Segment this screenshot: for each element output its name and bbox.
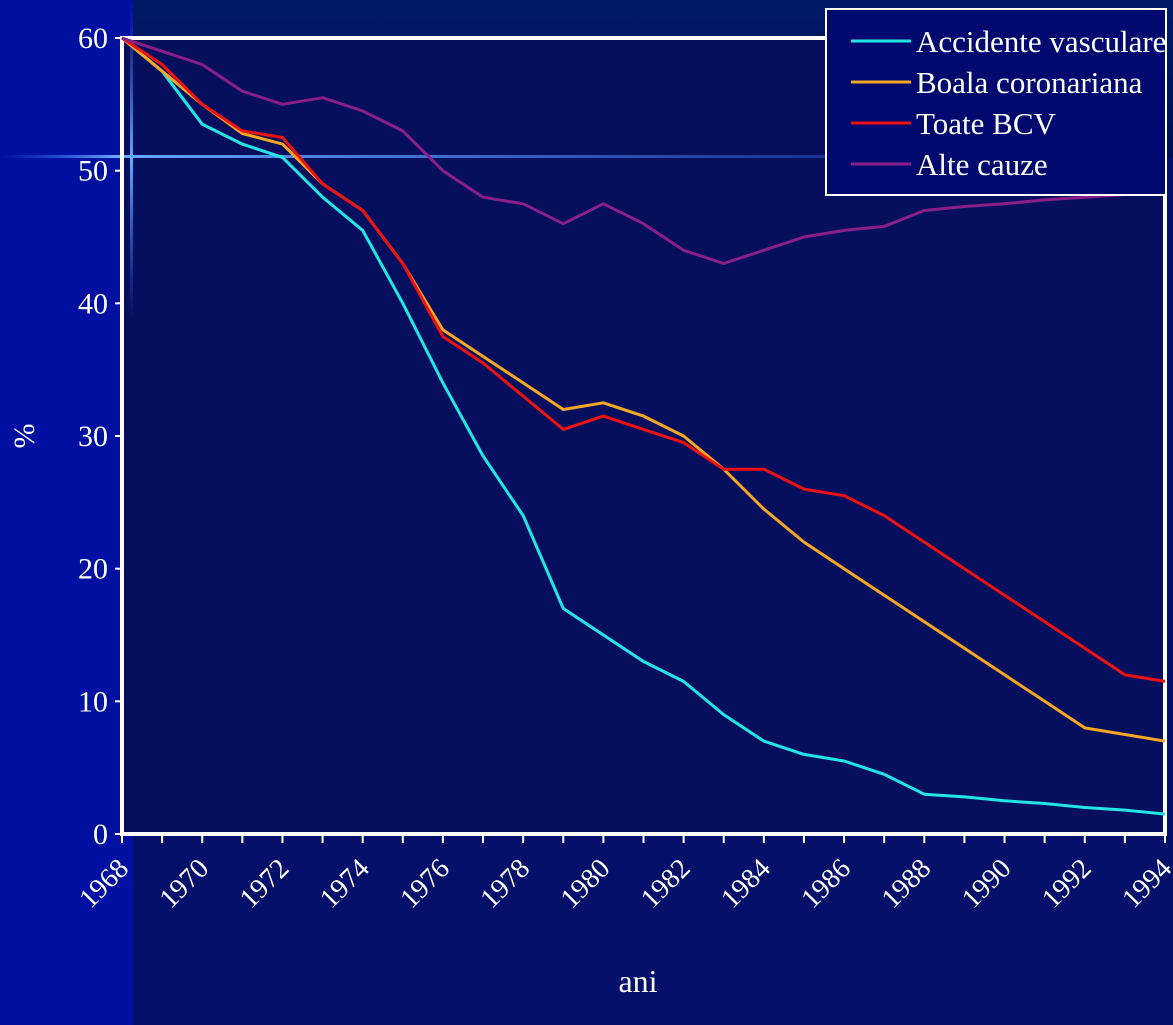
y-tick-label-0: 0 (93, 818, 108, 851)
legend: Accidente vasculare Boala coronariana To… (825, 8, 1167, 196)
x-axis-title: ani (618, 963, 657, 999)
series-line-toate-bcv (121, 36, 1166, 683)
series-line-boala-coronariana (121, 36, 1166, 743)
legend-label-alte-cauze: Alte cauze (916, 147, 1048, 182)
series-line-alte-cauze (121, 36, 1166, 265)
background-left-strip (0, 0, 133, 1025)
y-tick-label-30: 30 (78, 420, 108, 453)
legend-label-boala-coronariana: Boala coronariana (916, 65, 1143, 100)
decorative-horizontal-glow (0, 155, 1173, 158)
y-axis-title: % (8, 424, 41, 449)
legend-label-toate-bcv: Toate BCV (916, 106, 1057, 141)
decorative-vertical-glow (130, 0, 133, 320)
series-lines (121, 36, 1166, 816)
y-tick-label-10: 10 (78, 685, 108, 718)
series-line-accidente-vasculare (121, 36, 1166, 816)
y-tick-label-20: 20 (78, 553, 108, 586)
y-tick-label-40: 40 (78, 287, 108, 320)
legend-label-accidente-vasculare: Accidente vasculare (916, 24, 1166, 59)
y-tick-label-60: 60 (78, 22, 108, 55)
y-tick-label-50: 50 (78, 155, 108, 188)
